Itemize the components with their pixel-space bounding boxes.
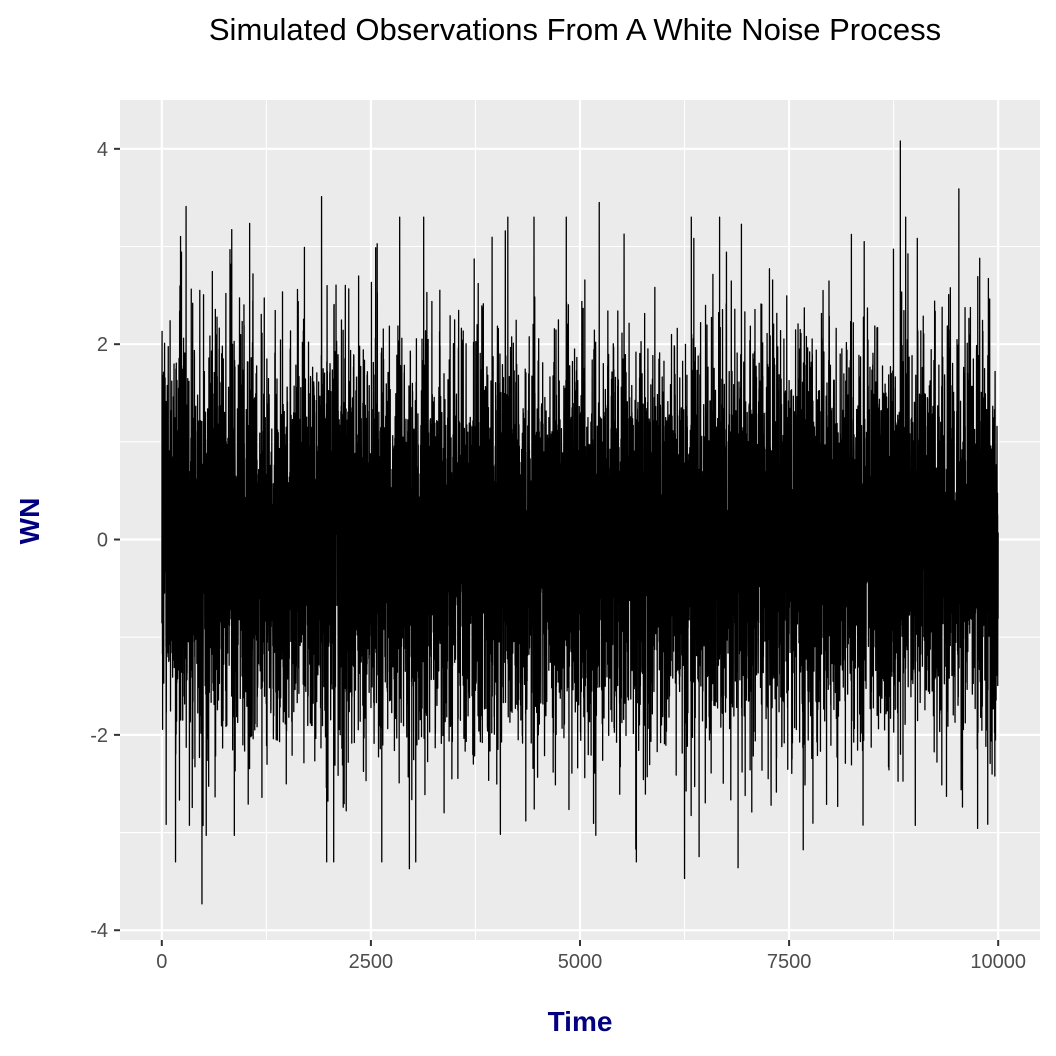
y-axis-title: WN [14,497,45,545]
x-tick-label: 0 [156,951,167,973]
x-tick-label: 10000 [970,951,1026,973]
y-tick-label: 0 [97,530,108,552]
axis-layer: 0 2500 5000 7500 10000 -4 -2 0 2 4 [90,139,1026,973]
y-tick-label: 2 [97,334,108,356]
series-layer [161,140,999,905]
y-tick-label: -4 [90,920,108,942]
x-tick-label: 2500 [349,951,394,973]
x-tick-label: 7500 [767,951,812,973]
chart-title: Simulated Observations From A White Nois… [208,12,942,47]
x-axis-title: Time [547,1006,613,1037]
series-line [161,140,999,905]
y-tick-label: -2 [90,725,108,747]
x-tick-label: 5000 [558,951,603,973]
y-tick-label: 4 [97,139,108,161]
